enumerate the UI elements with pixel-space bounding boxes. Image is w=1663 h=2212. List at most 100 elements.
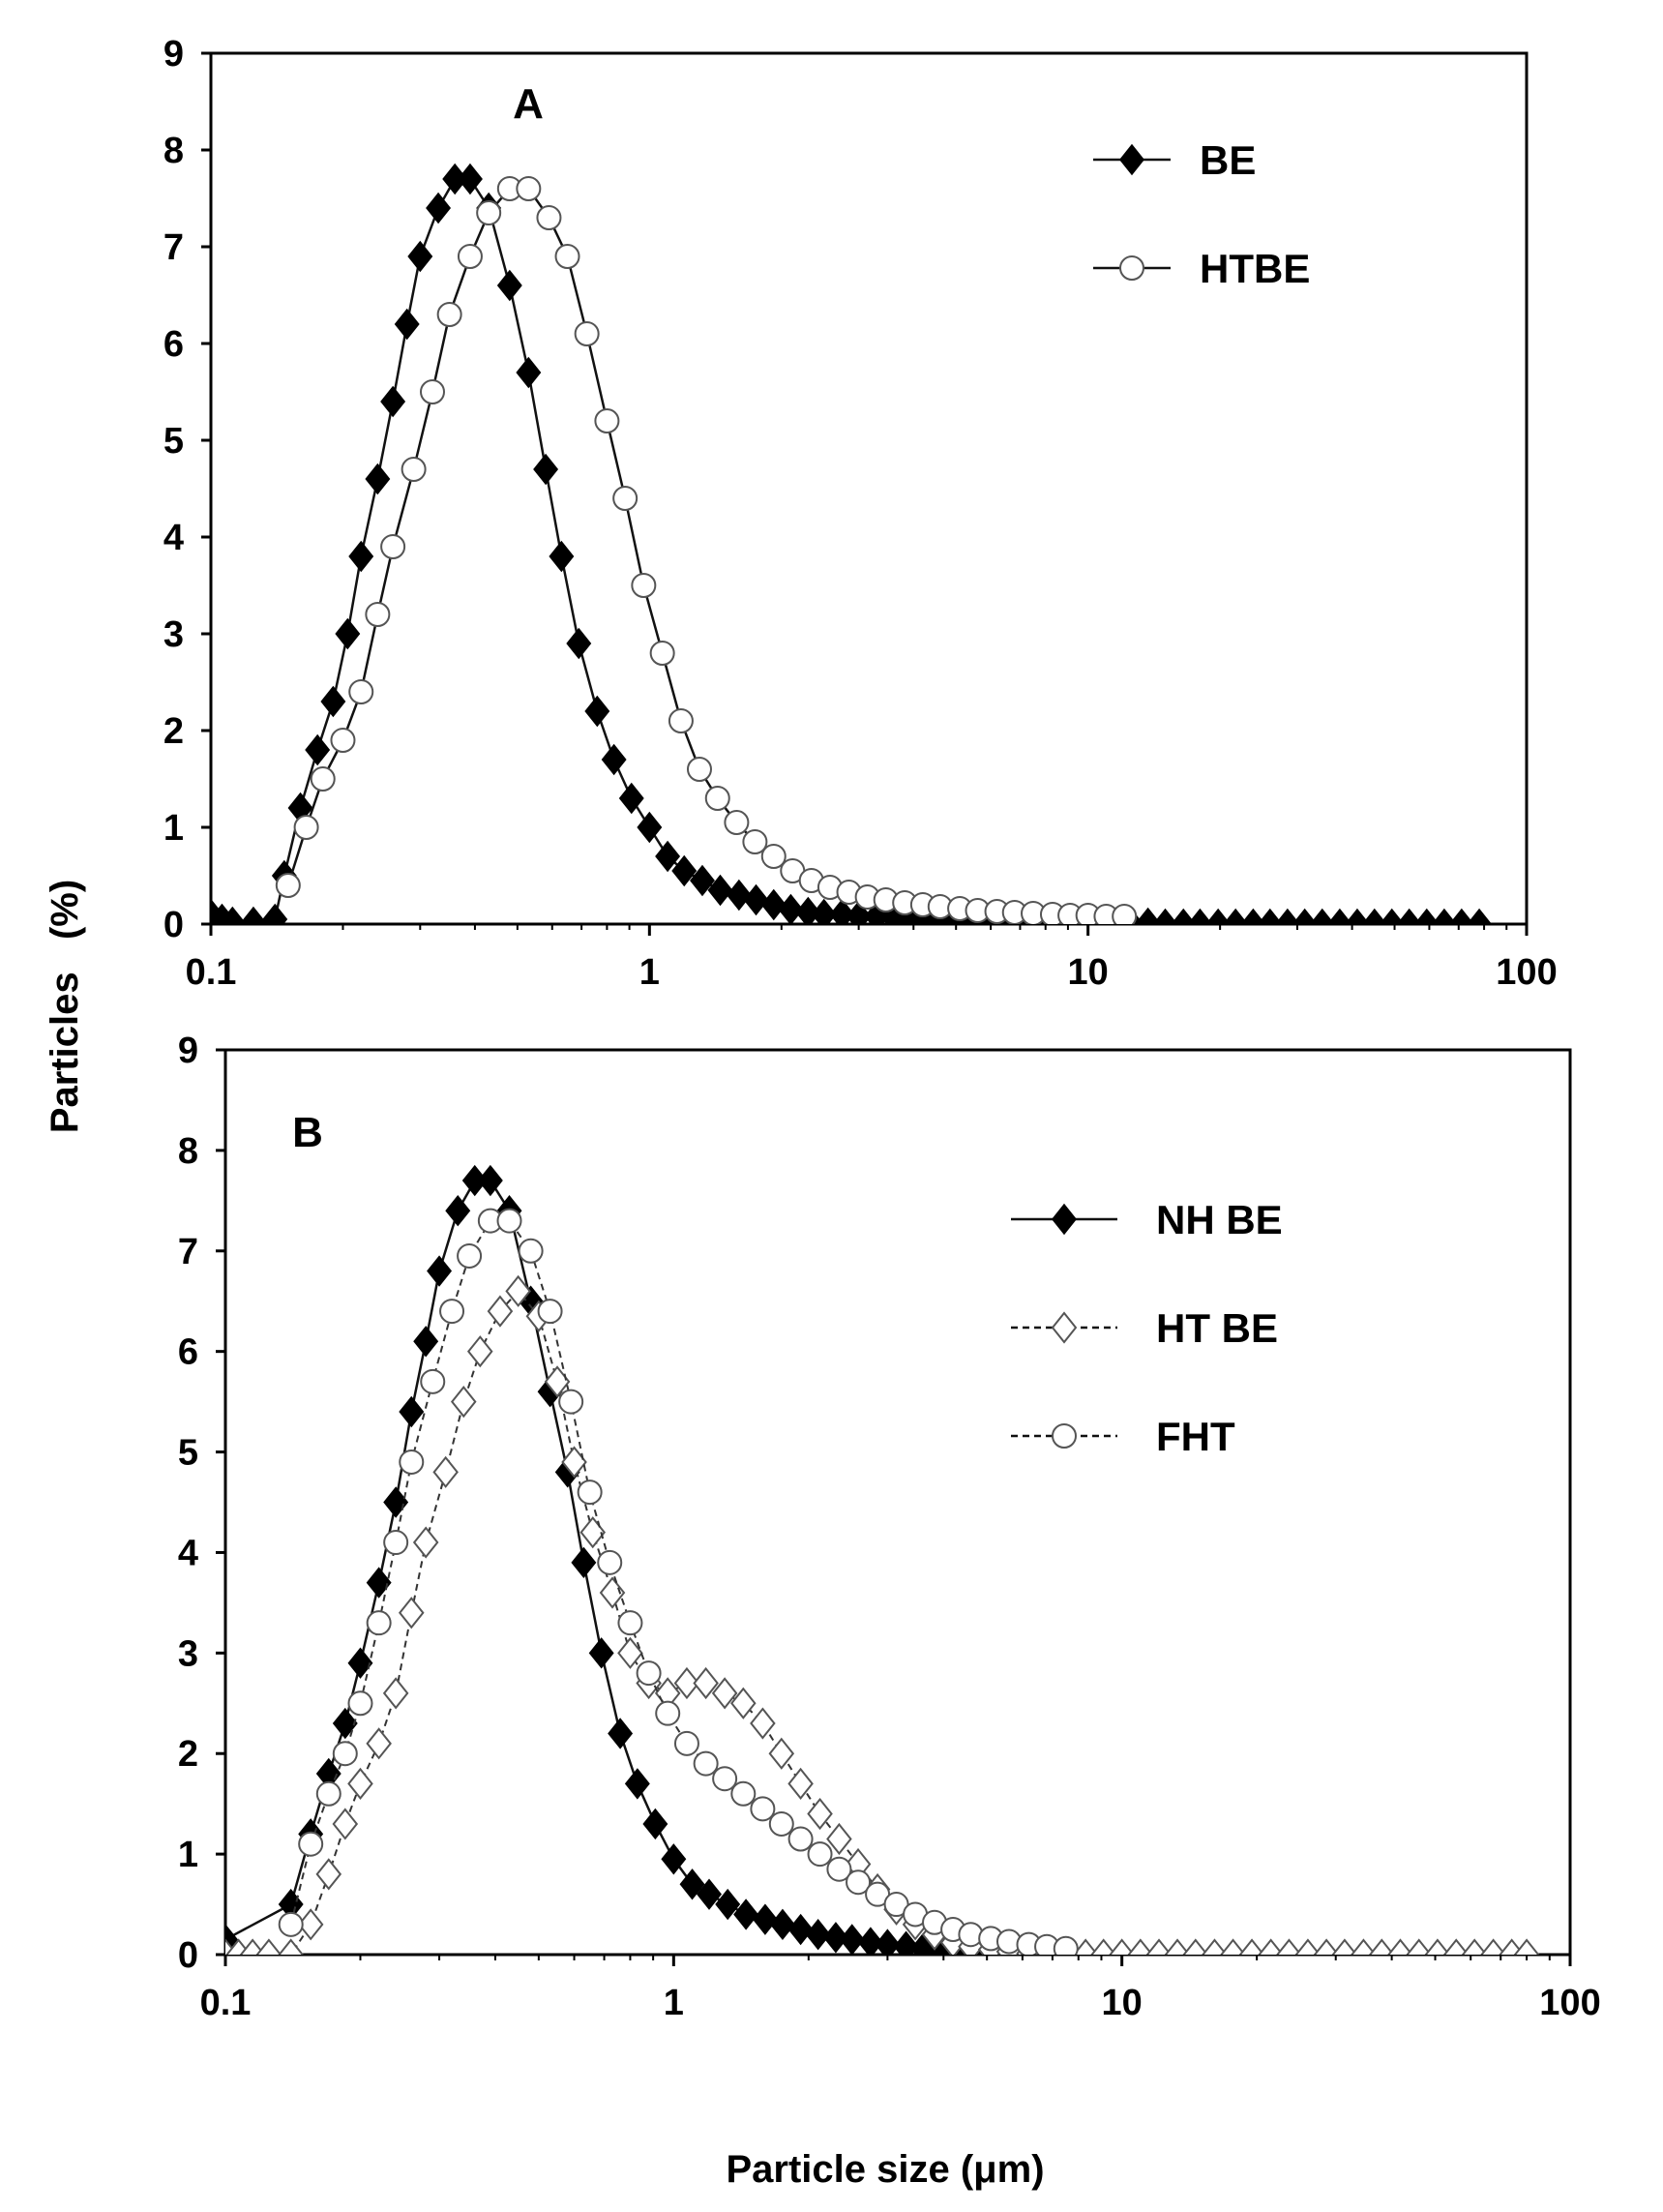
data-point <box>366 1567 392 1599</box>
legend-marker <box>1052 1203 1077 1236</box>
x-tick-label: 1 <box>639 952 660 993</box>
data-point <box>439 1299 465 1325</box>
data-point <box>332 1707 358 1740</box>
data-point <box>347 1767 373 1800</box>
y-tick-label: 0 <box>178 1935 198 1976</box>
data-point <box>536 205 562 230</box>
data-point <box>1361 908 1387 924</box>
data-point <box>1292 908 1318 924</box>
data-point <box>693 1750 719 1777</box>
data-point <box>1274 908 1300 924</box>
data-point <box>715 1888 741 1921</box>
data-point <box>811 898 837 924</box>
data-point <box>293 815 319 840</box>
data-point <box>673 1666 700 1700</box>
data-point <box>516 356 542 389</box>
data-point <box>750 1707 776 1740</box>
data-point <box>420 1368 446 1394</box>
data-point <box>649 641 675 666</box>
x-tick-label: 1 <box>664 1983 684 2023</box>
data-point <box>588 1637 614 1669</box>
data-point <box>661 1843 687 1875</box>
series-htbe <box>275 176 1138 924</box>
series-nh-be <box>225 1164 1074 1955</box>
data-point <box>655 1700 681 1726</box>
legend-marker <box>1051 1311 1078 1344</box>
data-point <box>1223 908 1249 924</box>
data-point <box>398 1597 425 1629</box>
data-point <box>594 408 620 433</box>
data-point <box>673 1730 699 1756</box>
data-point <box>1109 1938 1135 1955</box>
data-point <box>668 708 694 733</box>
data-point <box>599 1576 626 1609</box>
data-point <box>1379 908 1405 924</box>
data-point <box>399 1395 425 1428</box>
data-point <box>733 1898 759 1930</box>
data-point <box>671 854 698 887</box>
data-point <box>574 321 600 346</box>
data-point <box>505 1274 531 1307</box>
data-point <box>427 1255 453 1287</box>
panel-b-plot-area <box>225 1164 1540 1955</box>
data-point <box>822 1922 848 1954</box>
data-point <box>577 1480 603 1506</box>
data-point <box>1396 908 1422 924</box>
y-tick-label: 5 <box>163 421 184 462</box>
legend-item: NH BE <box>1011 1197 1283 1242</box>
data-point <box>1187 908 1213 924</box>
panel-a-y-ticks: 0 1 2 3 4 5 6 7 8 9 <box>163 34 211 945</box>
legend-item: FHT <box>1011 1414 1235 1459</box>
x-tick-label: 10 <box>1068 952 1109 993</box>
data-point <box>760 888 787 921</box>
data-point <box>617 1610 643 1636</box>
data-point <box>768 1737 795 1770</box>
data-point <box>1090 1938 1116 1955</box>
data-point <box>330 728 356 753</box>
data-point <box>631 573 657 598</box>
data-point <box>466 1335 493 1368</box>
data-point <box>826 1856 852 1882</box>
legend-label: NH BE <box>1156 1197 1283 1242</box>
data-point <box>693 1666 719 1700</box>
panel-a: 0 1 2 3 4 5 6 7 8 9 0.1 1 10 100 A BE HTBE <box>163 34 1558 993</box>
y-tick-label: 0 <box>163 905 184 945</box>
data-point <box>1344 908 1370 924</box>
data-point <box>1369 1938 1395 1955</box>
data-point <box>1413 908 1440 924</box>
data-point <box>457 163 483 195</box>
data-point <box>846 900 872 924</box>
y-tick-label: 1 <box>178 1835 198 1875</box>
y-tick-label: 3 <box>163 614 184 655</box>
data-point <box>1053 1935 1079 1955</box>
data-point <box>787 1913 814 1946</box>
panel-a-label: A <box>513 80 544 128</box>
data-point <box>724 810 750 835</box>
data-point <box>305 733 331 766</box>
data-point <box>730 1780 757 1807</box>
data-point <box>426 192 452 224</box>
data-point <box>1135 907 1161 924</box>
data-point <box>320 685 346 718</box>
data-point <box>1313 1938 1340 1955</box>
data-point <box>1294 1938 1321 1955</box>
data-point <box>348 540 374 573</box>
series-line <box>289 1219 1066 1950</box>
data-point <box>597 1549 623 1575</box>
data-point <box>554 244 580 269</box>
data-point <box>1480 1938 1506 1955</box>
data-point <box>366 1727 392 1760</box>
data-point <box>315 1858 342 1891</box>
y-tick-label: 6 <box>163 324 184 365</box>
legend-marker <box>1119 255 1144 281</box>
data-point <box>612 486 638 511</box>
data-point <box>743 883 769 916</box>
data-point <box>768 1810 794 1837</box>
panel-b-label: B <box>292 1109 323 1156</box>
panel-a-plot-area <box>211 163 1493 924</box>
data-point <box>1461 1938 1488 1955</box>
y-tick-label: 3 <box>178 1633 198 1674</box>
data-point <box>366 1610 392 1636</box>
data-point <box>275 873 301 898</box>
